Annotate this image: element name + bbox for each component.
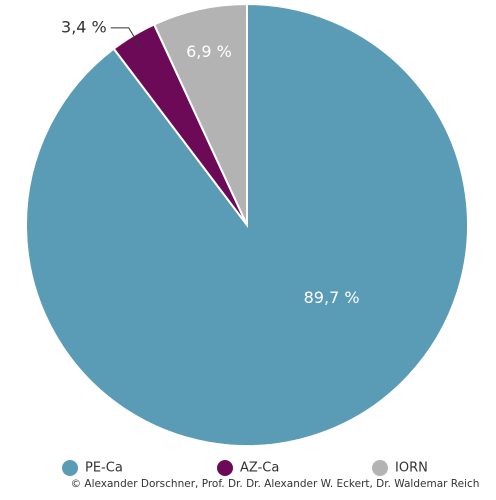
source: © Alexander Dorschner, Prof. Dr. Dr. Ale… bbox=[71, 478, 480, 490]
legend-marker bbox=[62, 460, 78, 476]
leader-line bbox=[110, 27, 142, 50]
legend-label: IORN bbox=[395, 461, 428, 476]
legend-marker bbox=[217, 460, 233, 476]
pie-slice bbox=[152, 2, 248, 226]
legend-label: PE-Ca bbox=[85, 461, 123, 476]
data-label: 3,4 % bbox=[61, 17, 107, 36]
data-label: 6,9 % bbox=[186, 42, 232, 61]
legend-label: AZ-Ca bbox=[240, 461, 279, 476]
data-label: 89,7 % bbox=[304, 288, 360, 307]
legend-marker bbox=[372, 460, 388, 476]
